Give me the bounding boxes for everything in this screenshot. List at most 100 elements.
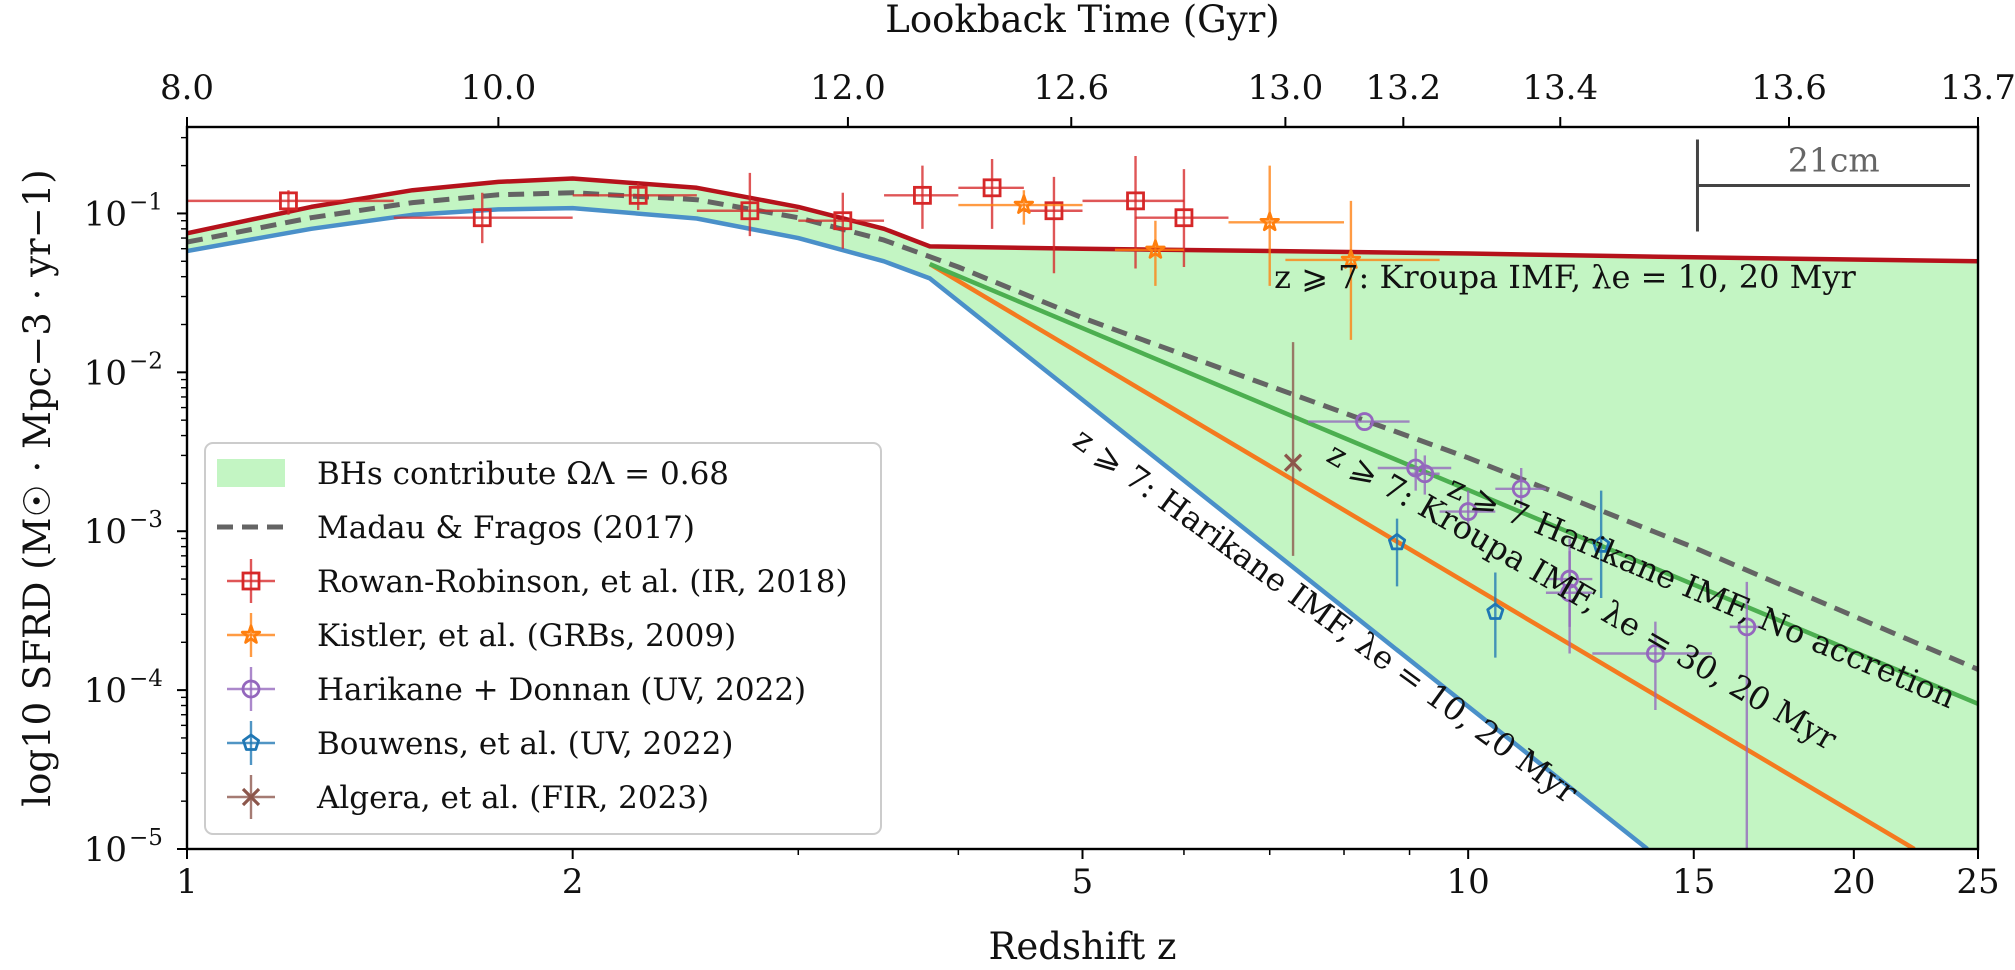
y-tick-label-3: 10: [84, 671, 127, 711]
legend-marker: [241, 679, 261, 699]
datapoint-2-6: [1545, 551, 1593, 654]
point-marker: [1645, 644, 1665, 663]
point-marker: [740, 201, 760, 221]
datapoint-1-3: [1285, 200, 1440, 340]
datapoint-1-1: [1114, 220, 1184, 286]
datapoint-2-0: [1308, 412, 1410, 431]
datapoint-0-7: [1023, 176, 1083, 274]
legend-label-6: Algera, et al. (FIR, 2023): [316, 780, 709, 816]
legend-label-1: Madau & Fragos (2017): [317, 510, 695, 546]
datapoint-0-2: [572, 183, 697, 211]
top-tick-label-1: 10.0: [461, 68, 537, 108]
y-tick-label-1: 10: [84, 353, 127, 393]
y-tick-exponent-1: −2: [129, 348, 163, 374]
legend-swatch: [217, 459, 285, 487]
y-axis-label: log10 SFRD (M☉ · Mpc−3 · yr−1): [16, 169, 59, 806]
point-marker: [472, 208, 492, 228]
datapoint-3-2: [1592, 490, 1611, 598]
y-tick-label-4: 10: [84, 830, 127, 870]
datapoint-0-1: [393, 192, 573, 244]
legend-entry-4: Harikane + Donnan (UV, 2022): [227, 667, 806, 711]
datapoint-2-3: [1439, 490, 1496, 532]
series-line-1: [187, 205, 1649, 849]
point-marker: [628, 185, 648, 205]
top-tick-label-0: 8.0: [160, 68, 214, 108]
legend-marker: [241, 571, 261, 591]
point-marker: [1737, 617, 1757, 637]
point-marker: [1283, 453, 1303, 472]
point-marker: [1458, 502, 1478, 521]
legend-box: [204, 442, 882, 835]
y-tick-exponent-4: −5: [129, 825, 163, 851]
x-tick-label-1: 2: [562, 862, 584, 902]
point-marker: [279, 191, 298, 211]
legend-label-5: Bouwens, et al. (UV, 2022): [317, 726, 734, 762]
top-tick-label-6: 13.4: [1522, 68, 1598, 108]
legend-label-3: Kistler, et al. (GRBs, 2009): [317, 618, 736, 654]
x-tick-label-2: 5: [1072, 862, 1094, 902]
x-tick-label-6: 25: [1956, 862, 1999, 902]
legend-marker: [241, 733, 261, 751]
datapoint-1-2: [1228, 165, 1345, 286]
series-line-0: [187, 176, 1978, 264]
top-axis-label: Lookback Time (Gyr): [885, 0, 1279, 41]
datapoint-2-2: [1409, 455, 1440, 495]
point-marker: [1560, 583, 1580, 603]
series-line-3: [928, 262, 1978, 706]
top-tick-label-5: 13.2: [1365, 68, 1441, 108]
curve-label-0: z ⩾ 7: Kroupa IMF, λe = 10, 20 Myr: [1274, 258, 1856, 296]
series-line-2: [928, 262, 1916, 849]
datapoint-0-5: [884, 165, 959, 229]
point-marker: [833, 211, 853, 231]
legend-marker: [240, 624, 262, 644]
legend-marker: [241, 787, 261, 807]
top-tick-label-3: 12.6: [1033, 68, 1109, 108]
point-marker: [1145, 239, 1166, 259]
point-marker: [1511, 479, 1531, 499]
y-tick-label-0: 10: [84, 194, 127, 234]
top-tick-label-2: 12.0: [810, 68, 886, 108]
legend-entry-2: Rowan-Robinson, et al. (IR, 2018): [227, 559, 848, 603]
top-tick-label-8: 13.7: [1940, 68, 2015, 108]
datapoint-3-1: [1486, 572, 1505, 658]
point-marker: [982, 178, 1002, 198]
datapoint-1-0: [958, 190, 1083, 225]
legend-entry-3: Kistler, et al. (GRBs, 2009): [227, 613, 736, 657]
point-marker: [1388, 533, 1407, 551]
point-marker: [1486, 602, 1505, 620]
datapoint-0-3: [696, 172, 799, 237]
legend-entry-5: Bouwens, et al. (UV, 2022): [227, 721, 734, 765]
datapoint-0-6: [958, 159, 1024, 229]
y-tick-label-2: 10: [84, 512, 127, 552]
x-tick-label-3: 10: [1447, 862, 1490, 902]
legend-label-0: BHs contribute ΩΛ = 0.68: [317, 456, 729, 492]
y-tick-exponent-2: −3: [129, 507, 163, 533]
datapoint-2-8: [1729, 581, 1764, 849]
datapoint-2-4: [1495, 467, 1546, 509]
legend-label-4: Harikane + Donnan (UV, 2022): [317, 672, 806, 708]
datapoint-3-0: [1388, 518, 1407, 587]
point-marker: [1044, 201, 1064, 221]
scale-bar-label: 21cm: [1788, 140, 1880, 179]
datapoint-0-0: [187, 190, 394, 215]
datapoint-4-0: [1283, 342, 1303, 556]
axes-layer: 1 2 5 10 15 20 258.0 10.0 12.0 12.6 13.0 13.2 13.4 13…: [16, 0, 2015, 968]
y-tick-exponent-3: −4: [129, 666, 163, 692]
datapoint-2-7: [1592, 621, 1713, 710]
y-tick-exponent-0: −1: [129, 189, 163, 215]
legend: BHs contribute ΩΛ = 0.68 Madau & Fragos (…: [204, 442, 882, 835]
point-marker: [1415, 464, 1435, 484]
points-layer: [187, 155, 1764, 849]
x-tick-label-0: 1: [176, 862, 198, 902]
x-tick-label-4: 15: [1672, 862, 1715, 902]
point-marker: [1174, 208, 1194, 228]
fill-layer: [187, 178, 1978, 849]
top-tick-label-4: 13.0: [1248, 68, 1324, 108]
point-marker: [1340, 249, 1362, 269]
x-axis-label: Redshift z: [989, 925, 1177, 968]
legend-label-2: Rowan-Robinson, et al. (IR, 2018): [317, 564, 848, 600]
datapoint-0-4: [798, 192, 885, 249]
top-tick-label-7: 13.6: [1751, 68, 1827, 108]
point-marker: [1259, 211, 1280, 232]
